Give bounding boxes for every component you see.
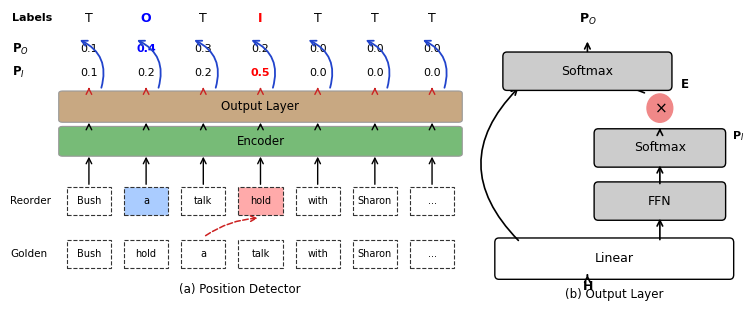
Text: (a) Position Detector: (a) Position Detector xyxy=(179,283,301,295)
Text: 0.0: 0.0 xyxy=(366,68,384,78)
Text: $\mathbf{H}$: $\mathbf{H}$ xyxy=(582,279,593,293)
FancyBboxPatch shape xyxy=(296,187,339,215)
Text: Output Layer: Output Layer xyxy=(222,100,299,113)
Text: Encoder: Encoder xyxy=(237,135,284,148)
FancyBboxPatch shape xyxy=(410,187,454,215)
Text: E: E xyxy=(681,78,689,91)
FancyBboxPatch shape xyxy=(353,240,397,268)
Text: 0.1: 0.1 xyxy=(80,68,98,78)
Text: $\times$: $\times$ xyxy=(653,100,666,116)
Text: a: a xyxy=(200,249,206,259)
Text: 0.0: 0.0 xyxy=(423,44,441,54)
Text: Softmax: Softmax xyxy=(562,65,613,78)
Circle shape xyxy=(647,94,673,122)
Text: (b) Output Layer: (b) Output Layer xyxy=(565,289,664,301)
Text: talk: talk xyxy=(251,249,270,259)
Text: 0.0: 0.0 xyxy=(366,44,384,54)
Text: 0.4: 0.4 xyxy=(136,44,156,54)
FancyBboxPatch shape xyxy=(594,129,726,167)
Text: Labels: Labels xyxy=(12,13,52,23)
FancyBboxPatch shape xyxy=(181,187,225,215)
FancyBboxPatch shape xyxy=(59,91,462,122)
FancyBboxPatch shape xyxy=(238,240,283,268)
Text: $\mathbf{P}_O$: $\mathbf{P}_O$ xyxy=(12,41,29,57)
FancyBboxPatch shape xyxy=(67,187,111,215)
FancyBboxPatch shape xyxy=(67,240,111,268)
Text: ...: ... xyxy=(428,249,436,259)
Text: T: T xyxy=(85,12,93,24)
Text: $\mathbf{P}_O$: $\mathbf{P}_O$ xyxy=(578,12,596,27)
Text: 0.3: 0.3 xyxy=(194,44,212,54)
Text: T: T xyxy=(200,12,207,24)
Text: I: I xyxy=(259,12,263,24)
Text: Bush: Bush xyxy=(77,249,101,259)
Text: $\mathbf{P}_I$: $\mathbf{P}_I$ xyxy=(733,129,745,143)
Text: 0.2: 0.2 xyxy=(252,44,269,54)
Text: with: with xyxy=(307,196,328,206)
Text: Reorder: Reorder xyxy=(10,196,51,206)
FancyBboxPatch shape xyxy=(124,240,168,268)
FancyBboxPatch shape xyxy=(503,52,672,90)
Text: O: O xyxy=(141,12,151,24)
FancyBboxPatch shape xyxy=(59,127,462,156)
Text: hold: hold xyxy=(250,196,271,206)
Text: 0.2: 0.2 xyxy=(194,68,212,78)
Text: with: with xyxy=(307,249,328,259)
Text: $\mathbf{P}_I$: $\mathbf{P}_I$ xyxy=(12,65,25,80)
Text: talk: talk xyxy=(194,196,212,206)
Text: Linear: Linear xyxy=(595,252,634,265)
FancyBboxPatch shape xyxy=(296,240,339,268)
Text: FFN: FFN xyxy=(648,195,671,208)
FancyBboxPatch shape xyxy=(495,238,733,279)
Text: ...: ... xyxy=(428,196,436,206)
Text: 0.1: 0.1 xyxy=(80,44,98,54)
Text: Sharon: Sharon xyxy=(358,249,392,259)
Text: T: T xyxy=(428,12,436,24)
FancyBboxPatch shape xyxy=(594,182,726,220)
Text: 0.2: 0.2 xyxy=(138,68,155,78)
Text: Bush: Bush xyxy=(77,196,101,206)
FancyBboxPatch shape xyxy=(238,187,283,215)
Text: 0.5: 0.5 xyxy=(251,68,270,78)
Text: 0.0: 0.0 xyxy=(423,68,441,78)
FancyBboxPatch shape xyxy=(410,240,454,268)
Text: Softmax: Softmax xyxy=(634,141,686,154)
Text: hold: hold xyxy=(135,249,156,259)
FancyBboxPatch shape xyxy=(353,187,397,215)
Text: 0.0: 0.0 xyxy=(309,44,327,54)
Text: T: T xyxy=(314,12,321,24)
Text: Sharon: Sharon xyxy=(358,196,392,206)
FancyBboxPatch shape xyxy=(124,187,168,215)
Text: Golden: Golden xyxy=(10,249,47,259)
Text: a: a xyxy=(143,196,149,206)
FancyBboxPatch shape xyxy=(181,240,225,268)
Text: T: T xyxy=(371,12,379,24)
Text: 0.0: 0.0 xyxy=(309,68,327,78)
